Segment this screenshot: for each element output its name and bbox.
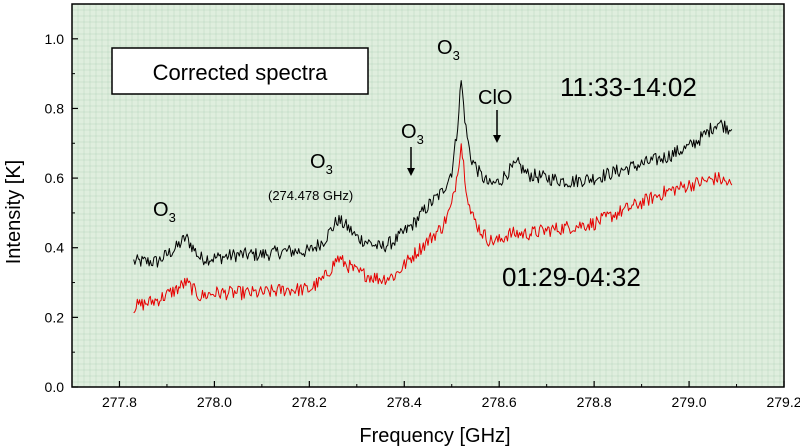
x-tick-label: 279.2 bbox=[766, 394, 800, 410]
series-line-night bbox=[133, 143, 733, 314]
x-tick-label: 279.0 bbox=[672, 394, 707, 410]
x-tick-label: 278.8 bbox=[577, 394, 612, 410]
series-line-day bbox=[133, 80, 733, 268]
x-axis-title: Frequency [GHz] bbox=[359, 425, 510, 447]
axis-ticks: 277.8 278.0 278.2 278.4 278.6 278.8 279.0 279.2… bbox=[45, 31, 800, 410]
y-tick-label: 0.0 bbox=[45, 379, 65, 395]
x-tick-label: 278.4 bbox=[387, 394, 422, 410]
x-tick-label: 278.2 bbox=[292, 394, 327, 410]
y-tick-label: 0.8 bbox=[45, 100, 65, 116]
x-tick-label: 278.0 bbox=[197, 394, 232, 410]
y-tick-label: 1.0 bbox=[45, 31, 65, 47]
o3-label-2-subscript: 3 bbox=[326, 162, 333, 177]
clo-label: ClO bbox=[478, 87, 512, 109]
corrected-spectra-label: Corrected spectra bbox=[153, 60, 329, 85]
o3-label-4-subscript: 3 bbox=[453, 48, 460, 63]
legend-day-label: 11:33-14:02 bbox=[560, 72, 697, 102]
plot-frame bbox=[71, 3, 785, 388]
x-tick-label: 278.6 bbox=[482, 394, 517, 410]
y-tick-label: 0.4 bbox=[45, 240, 65, 256]
o3-label-1-subscript: 3 bbox=[169, 210, 176, 225]
arrow-clo-head bbox=[493, 135, 501, 143]
corrected-spectra-box bbox=[111, 47, 369, 95]
arrow-o3-head bbox=[407, 168, 415, 176]
grid-lines bbox=[71, 3, 784, 387]
y-tick-label: 0.6 bbox=[45, 170, 65, 186]
y-axis-title: Intensity [K] bbox=[3, 160, 25, 265]
x-tick-label: 277.8 bbox=[102, 394, 137, 410]
o3-label-3-subscript: 3 bbox=[417, 132, 424, 147]
y-tick-label: 0.2 bbox=[45, 309, 65, 325]
legend-night-label: 01:29-04:32 bbox=[502, 262, 641, 292]
freq-note-label: (274.478 GHz) bbox=[268, 188, 353, 203]
series-layer bbox=[133, 80, 733, 314]
annotations: Corrected spectra 11:33-14:0201:29-04:32O… bbox=[111, 37, 697, 292]
